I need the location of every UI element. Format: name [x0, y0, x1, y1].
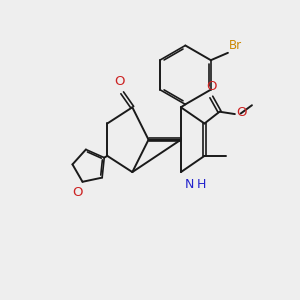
Text: O: O: [206, 80, 217, 94]
Text: O: O: [236, 106, 247, 119]
Text: H: H: [197, 178, 206, 191]
Text: O: O: [115, 75, 125, 88]
Text: O: O: [72, 186, 83, 199]
Text: N: N: [184, 178, 194, 191]
Text: Br: Br: [229, 39, 242, 52]
